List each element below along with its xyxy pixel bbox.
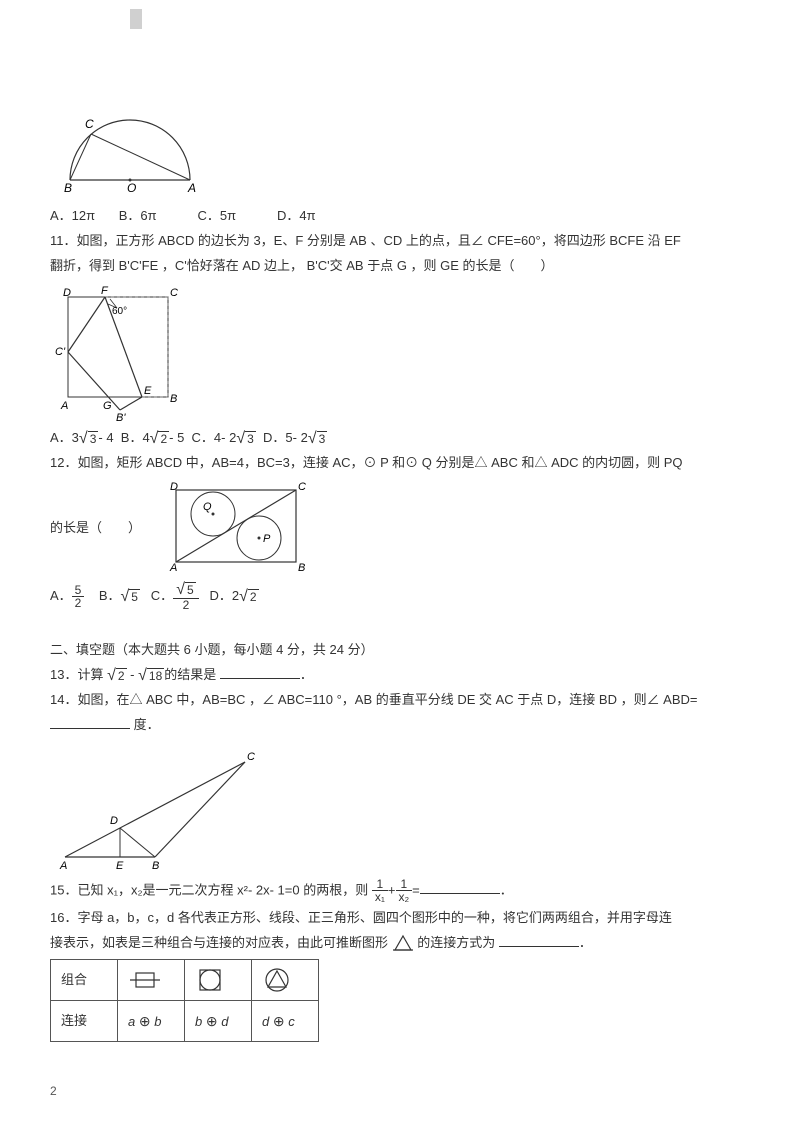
connect-cell-2: b ⊕ d: [185, 1001, 252, 1042]
combo-cell-1: [118, 960, 185, 1001]
folded-square-diagram: D F C 60° C' A G B' B E: [50, 282, 195, 422]
q12-figure: Q P D C A B: [161, 478, 311, 578]
section2-heading: 二、填空题（本大题共 6 小题，每小题 4 分，共 24 分）: [50, 640, 750, 661]
svg-text:B: B: [170, 393, 177, 405]
svg-text:A: A: [60, 400, 68, 412]
q12-line1: 12．如图，矩形 ABCD 中，AB=4，BC=3，连接 AC，⊙ P 和⊙ Q…: [50, 453, 750, 474]
svg-text:A: A: [169, 562, 177, 574]
q11-figure: D F C 60° C' A G B' B E: [50, 282, 750, 422]
svg-text:60°: 60°: [112, 306, 127, 317]
q14-figure: A E B D C: [50, 742, 750, 872]
connect-cell-3: d ⊕ c: [252, 1001, 319, 1042]
q14-line2: 度．: [50, 715, 750, 736]
svg-text:E: E: [116, 860, 124, 872]
svg-text:C: C: [298, 481, 306, 493]
svg-text:C: C: [170, 287, 178, 299]
svg-text:B: B: [298, 562, 305, 574]
page-number: 2: [50, 1082, 750, 1101]
svg-text:A: A: [59, 860, 67, 872]
label-C: C: [85, 117, 94, 131]
q11-line2: 翻折，得到 B'C'FE ，C'恰好落在 AD 边上， B'C'交 AB 于点 …: [50, 256, 750, 277]
triangle-in-circle-icon: [392, 934, 414, 952]
combo-cell-2: [185, 960, 252, 1001]
svg-text:F: F: [101, 285, 109, 297]
q15: 15．已知 x₁，x₂是一元二次方程 x²- 2x- 1=0 的两根，则 1x₁…: [50, 878, 750, 904]
q11-options: A．3√3- 4 B．4√2- 5 C．4- 2√3 D．5- 2√3: [50, 428, 750, 449]
q14-line1: 14．如图，在△ ABC 中，AB=BC ，∠ ABC=110 °，AB 的垂直…: [50, 690, 750, 711]
svg-text:P: P: [263, 533, 271, 545]
q12-line2: 的长是（ ） Q P D C A B: [50, 478, 750, 578]
svg-text:D: D: [63, 287, 71, 299]
connect-cell-1: a ⊕ b: [118, 1001, 185, 1042]
q16-table: 组合 连接 a ⊕ b b ⊕ d d ⊕ c: [50, 959, 319, 1042]
svg-text:B: B: [152, 860, 159, 872]
header-marker: [130, 9, 142, 29]
svg-text:E: E: [144, 385, 152, 397]
q10-opt-d: D．4π: [277, 208, 326, 223]
q13: 13．计算 √2 - √18的结果是 ．: [50, 665, 750, 686]
q16-line1: 16．字母 a，b，c，d 各代表正方形、线段、正三角形、圆四个图形中的一种，将…: [50, 908, 750, 929]
q10-opt-c: C．5π: [197, 208, 246, 223]
q12-options: A．52 B．√5 C．√52 D．2√2: [50, 582, 750, 612]
q16-line2: 接表示，如表是三种组合与连接的对应表，由此可推断图形 的连接方式为 ．: [50, 933, 750, 954]
svg-text:G: G: [103, 400, 112, 412]
combo-row-label: 组合: [51, 960, 118, 1001]
q10-opt-a: A．12π: [50, 208, 105, 223]
q11-line1: 11．如图，正方形 ABCD 的边长为 3，E、F 分别是 AB 、CD 上的点…: [50, 231, 750, 252]
svg-text:C: C: [247, 751, 255, 763]
svg-text:D: D: [170, 481, 178, 493]
q10-figure: B O A C: [50, 110, 750, 200]
label-B: B: [64, 181, 72, 195]
svg-text:C': C': [55, 346, 66, 358]
svg-text:Q: Q: [203, 501, 212, 513]
label-A: A: [187, 181, 196, 195]
connect-row-label: 连接: [51, 1001, 118, 1042]
q10-opt-b: B．6π: [119, 208, 167, 223]
q10-options: A．12π B．6π C．5π D．4π: [50, 206, 750, 227]
combo-cell-3: [252, 960, 319, 1001]
label-O: O: [127, 181, 136, 195]
svg-text:D: D: [110, 815, 118, 827]
svg-text:B': B': [116, 412, 126, 422]
semicircle-diagram: B O A C: [50, 110, 220, 200]
